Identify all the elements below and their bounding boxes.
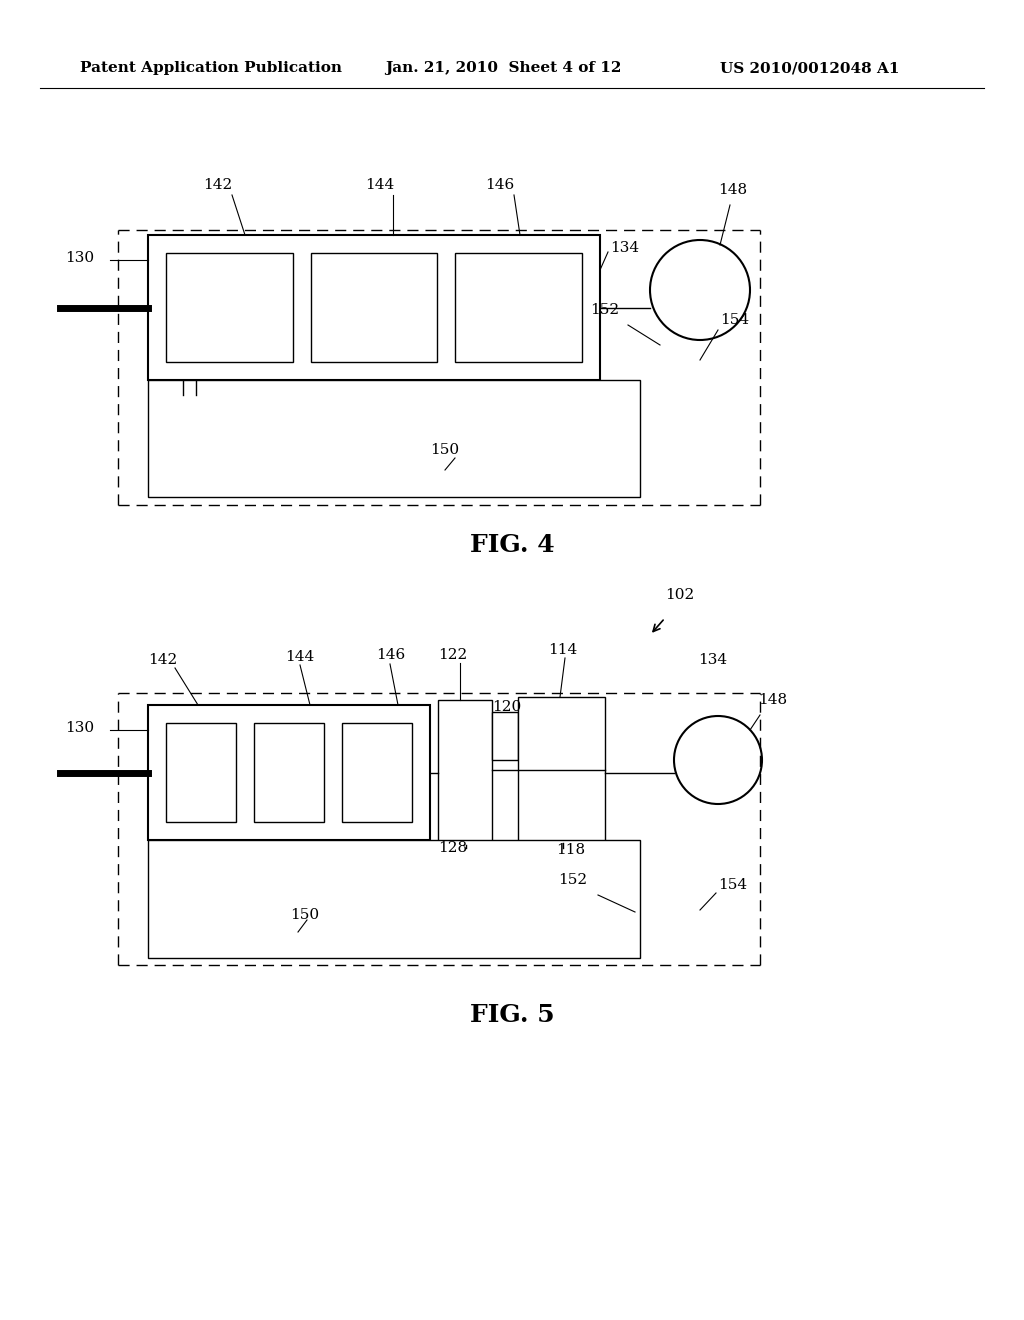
Bar (310, 253, 437, 362)
Bar (176, 263, 283, 352)
Text: 142: 142 (148, 653, 177, 667)
Text: FIG. 4: FIG. 4 (470, 533, 554, 557)
Text: US 2010/0012048 A1: US 2010/0012048 A1 (720, 61, 899, 75)
Text: 120: 120 (492, 700, 521, 714)
Bar (166, 253, 293, 362)
Bar (264, 733, 314, 812)
Text: 144: 144 (366, 178, 394, 191)
Bar (176, 733, 226, 812)
Bar (166, 253, 293, 362)
Bar (148, 705, 430, 840)
Text: 152: 152 (558, 873, 587, 887)
Text: 152: 152 (590, 304, 620, 317)
Bar (352, 733, 402, 812)
Text: 102: 102 (665, 587, 694, 602)
Text: 118: 118 (556, 843, 585, 857)
Bar (148, 705, 430, 840)
Bar (492, 711, 518, 760)
Bar (166, 723, 236, 822)
Text: 114: 114 (548, 643, 578, 657)
Bar (254, 723, 324, 822)
Text: 134: 134 (610, 242, 639, 255)
Bar (465, 263, 572, 352)
Text: 148: 148 (758, 693, 787, 708)
Text: 122: 122 (438, 648, 467, 663)
Bar (148, 235, 600, 380)
Text: 144: 144 (285, 649, 314, 664)
Bar (166, 723, 236, 822)
Bar (342, 723, 412, 822)
Bar (456, 253, 582, 362)
Bar (456, 253, 582, 362)
Bar (148, 840, 640, 958)
Text: 130: 130 (65, 721, 94, 735)
Text: 146: 146 (485, 178, 515, 191)
Text: FIG. 5: FIG. 5 (470, 1003, 554, 1027)
Bar (148, 235, 600, 380)
Bar (310, 253, 437, 362)
Text: 146: 146 (376, 648, 406, 663)
Text: 154: 154 (720, 313, 750, 327)
Text: 150: 150 (290, 908, 319, 921)
Bar (342, 723, 412, 822)
Bar (545, 847, 580, 888)
Text: 128: 128 (438, 841, 467, 855)
Text: 154: 154 (718, 878, 748, 892)
Bar (254, 723, 324, 822)
Text: 134: 134 (698, 653, 727, 667)
Bar (518, 697, 605, 843)
Bar (148, 380, 640, 498)
Text: Patent Application Publication: Patent Application Publication (80, 61, 342, 75)
Bar (321, 263, 427, 352)
Text: 142: 142 (204, 178, 232, 191)
Bar (446, 847, 485, 880)
Text: Jan. 21, 2010  Sheet 4 of 12: Jan. 21, 2010 Sheet 4 of 12 (385, 61, 622, 75)
Text: 148: 148 (718, 183, 748, 197)
Text: 130: 130 (65, 251, 94, 265)
Text: 150: 150 (430, 444, 460, 457)
Bar (438, 700, 492, 845)
